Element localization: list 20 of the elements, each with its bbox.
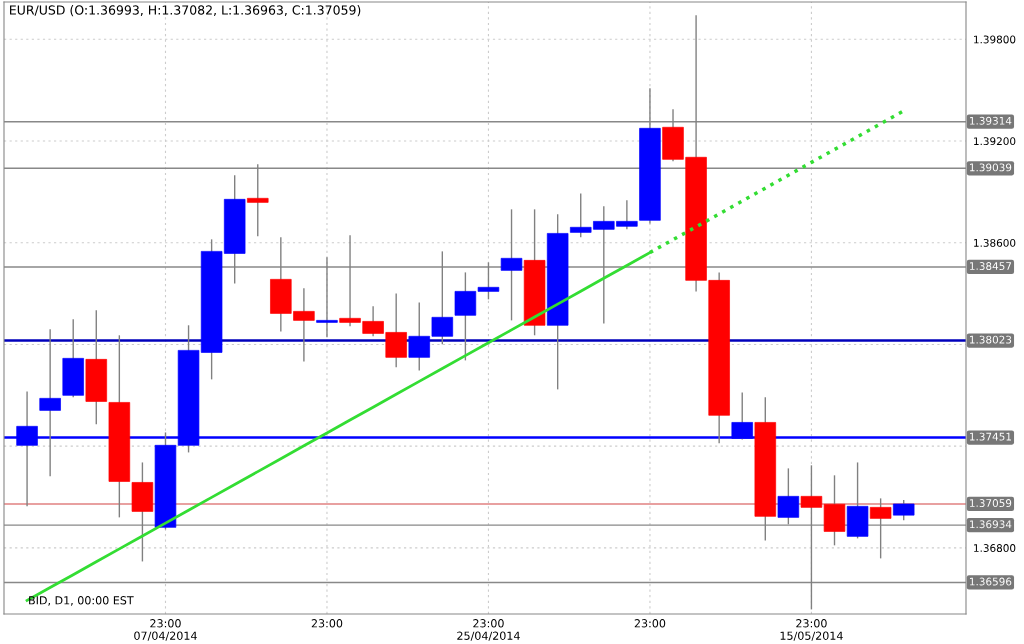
ref-line-label: 1.36596: [970, 577, 1012, 586]
x-tick-label: 23:00 25/04/2014: [457, 619, 520, 641]
y-tick-label: 1.36800: [974, 544, 1016, 552]
y-tick-label: 1.39800: [974, 35, 1016, 44]
ref-line-label: 1.39314: [970, 116, 1012, 125]
ref-line-label: 1.39039: [970, 163, 1012, 172]
y-tick-label: 1.39200: [974, 137, 1016, 146]
x-tick-label: 23:00: [311, 619, 343, 628]
ref-line-label: 1.36934: [970, 520, 1012, 529]
x-tick-label: 23:00 07/04/2014: [134, 619, 197, 641]
candlestick: [892, 499, 915, 521]
annotation: BID, D1, 00:00 EST: [29, 596, 134, 606]
ref-line-label: 1.38023: [970, 335, 1012, 344]
x-tick-label: 23:00: [634, 619, 666, 628]
ref-line-label: 1.37451: [970, 432, 1011, 441]
y-tick-label: 1.38600: [974, 238, 1016, 247]
x-tick-label: 23:00 15/05/2014: [780, 619, 843, 641]
chart-title: EUR/USD (O:1.36993, H:1.37082, L:1.36963, C:1.37059): [10, 5, 361, 17]
ref-line-label: 1.38457: [970, 262, 1012, 270]
ref-line-label: 1.37059: [970, 499, 1012, 507]
